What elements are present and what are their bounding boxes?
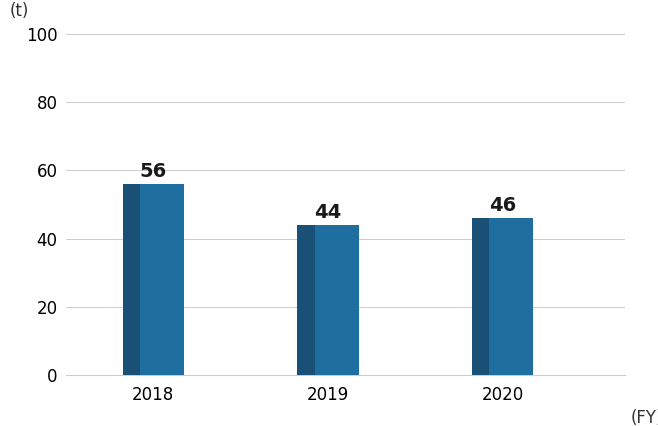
- Bar: [122, 184, 184, 375]
- Bar: [122, 184, 139, 375]
- Text: 56: 56: [139, 162, 167, 181]
- Bar: [472, 218, 534, 375]
- Bar: [472, 218, 490, 375]
- Text: (t): (t): [10, 3, 29, 20]
- Text: 46: 46: [489, 196, 517, 216]
- Bar: [297, 225, 359, 375]
- Text: (FY): (FY): [630, 409, 658, 426]
- Text: 44: 44: [315, 203, 342, 222]
- Bar: [297, 225, 315, 375]
